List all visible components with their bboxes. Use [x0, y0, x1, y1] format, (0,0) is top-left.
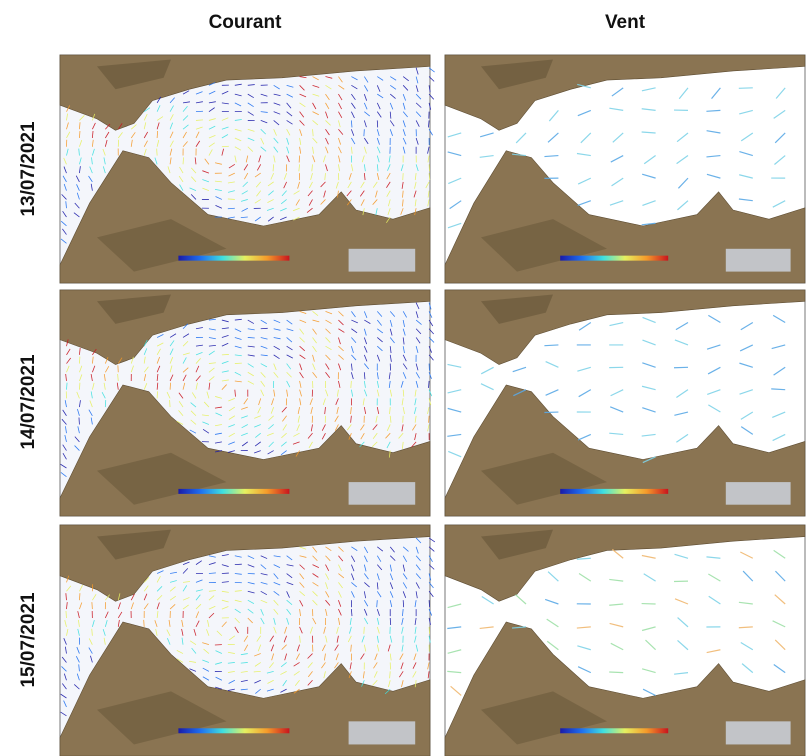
vector-arrow [364, 627, 365, 634]
vector-arrow [429, 627, 430, 634]
colorbar [560, 728, 668, 733]
row-label: 13/07/2021 [18, 121, 39, 217]
logo [349, 482, 416, 505]
colorbar [178, 728, 289, 733]
figure: Courant Vent 13/07/2021 14/07/2021 15/07… [0, 0, 806, 756]
vector-arrow [183, 157, 184, 164]
map-panel [60, 525, 435, 756]
vector-arrow [79, 131, 80, 138]
vector-arrow [79, 593, 80, 600]
logo [726, 721, 791, 744]
row-label: 15/07/2021 [18, 592, 39, 688]
map-panel [445, 55, 805, 283]
vector-arrow [429, 381, 430, 388]
colorbar [560, 489, 668, 494]
vector-arrow [228, 208, 235, 209]
colorbar [178, 256, 289, 261]
vector-arrow [544, 345, 558, 346]
vector-arrow [92, 602, 93, 609]
vector-arrow [222, 146, 229, 147]
vector-arrow [170, 400, 171, 407]
column-header: Courant [209, 12, 283, 33]
logo [349, 249, 416, 272]
logo [726, 249, 791, 272]
vector-arrow [377, 600, 378, 607]
vector-arrow [429, 600, 430, 607]
colorbar [178, 489, 289, 494]
colorbar [560, 256, 668, 261]
map-panel [445, 290, 805, 516]
vector-arrow [771, 389, 785, 390]
logo [726, 482, 791, 505]
vector-arrow [66, 611, 67, 618]
page: {"columns": ["Courant", "Vent"], "rows":… [0, 0, 806, 756]
row-label: 14/07/2021 [18, 354, 39, 450]
vector-arrow [196, 120, 203, 121]
map-panel [445, 525, 805, 756]
map-panel [60, 55, 435, 283]
vector-arrow [609, 672, 623, 673]
map-panel [60, 290, 434, 516]
vector-arrow [157, 131, 158, 138]
logo [349, 721, 416, 744]
vector-arrow [228, 199, 235, 200]
column-header: Vent [605, 12, 646, 33]
vector-arrow [248, 337, 255, 338]
